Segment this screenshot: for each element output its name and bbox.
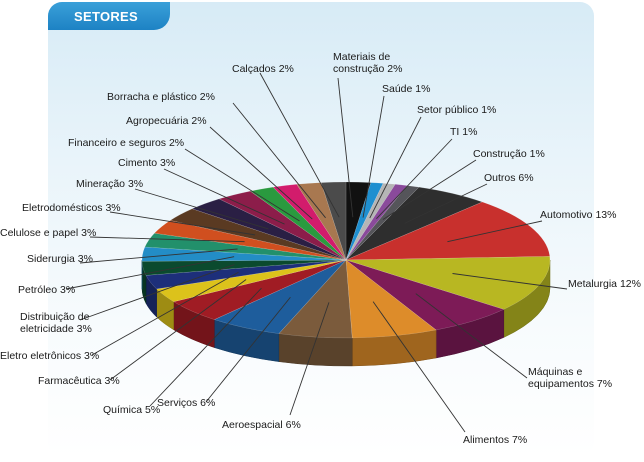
leader-line-siderurgia: [79, 248, 238, 264]
leader-line-quimica: [149, 287, 262, 407]
leader-line-mineracao: [134, 188, 269, 230]
slice-automotivo[interactable]: [345, 201, 551, 261]
leader-line-alimentos: [372, 301, 466, 433]
leader-line-financeiro-e-seguros: [184, 148, 300, 222]
slice-alimentos[interactable]: [345, 259, 437, 339]
section-tab: [48, 2, 170, 30]
label-materiais-de-construcao: Materiais de construção 2%: [333, 51, 402, 75]
leader-line-maquinas-e-equipamentos: [415, 293, 528, 379]
slice-metalurgia[interactable]: [345, 256, 551, 310]
label-petroleo: Petróleo 3%: [18, 284, 75, 296]
label-maquinas-e-equipamentos: Máquinas e equipamentos 7%: [528, 366, 612, 390]
leader-line-celulose-e-papel: [89, 236, 245, 243]
slice-celulose-e-papel[interactable]: [153, 220, 347, 261]
slice-mineracao[interactable]: [191, 198, 347, 261]
label-siderurgia: Siderurgia 3%: [27, 253, 93, 265]
label-celulose-e-papel: Celulose e papel 3%: [0, 227, 96, 239]
slice-outros[interactable]: [345, 186, 484, 261]
leader-line-petroleo: [65, 256, 235, 290]
label-financeiro-e-seguros: Financeiro e seguros 2%: [68, 137, 184, 149]
label-borracha-e-plastico: Borracha e plástico 2%: [107, 91, 215, 103]
leader-line-eletrodomesticos: [109, 211, 256, 236]
label-servicos: Serviços 6%: [157, 397, 215, 409]
slice-labels: Materiais de construção 2% Saúde 1% Setor p…: [0, 51, 641, 446]
label-metalurgia: Metalurgia 12%: [568, 278, 641, 290]
slice-materiais-de-construcao[interactable]: [345, 181, 372, 261]
slice-petroleo[interactable]: [141, 246, 347, 262]
slice-borracha-e-plastico[interactable]: [296, 182, 347, 261]
slice-agropecuaria[interactable]: [272, 184, 347, 261]
slice-maquinas-e-equipamentos[interactable]: [345, 259, 505, 331]
pie-slices: [141, 181, 551, 339]
leader-line-farmaceutica: [109, 279, 247, 381]
label-saude: Saúde 1%: [382, 83, 430, 95]
leader-line-materiais-de-construcao: [337, 77, 354, 218]
leader-line-outros: [404, 183, 488, 224]
leader-line-construcao: [382, 159, 477, 220]
leader-line-eletro-eletronicos: [91, 271, 239, 356]
label-calcados: Calçados 2%: [232, 63, 294, 75]
leader-line-distribuicao-de-eletricidade: [79, 264, 235, 321]
leader-line-saude: [362, 95, 385, 218]
label-agropecuaria: Agropecuária 2%: [126, 115, 207, 127]
slice-calcados[interactable]: [320, 181, 347, 261]
label-ti: TI 1%: [450, 126, 477, 138]
leader-line-metalurgia: [452, 273, 568, 290]
leader-line-ti: [376, 138, 453, 220]
slice-eletro-eletronicos[interactable]: [145, 259, 347, 290]
slice-setor-publico[interactable]: [345, 183, 396, 261]
leader-line-cimento: [163, 168, 285, 225]
label-alimentos: Alimentos 7%: [463, 434, 527, 446]
label-setor-publico: Setor público 1%: [417, 104, 496, 116]
label-aeroespacial: Aeroespacial 6%: [222, 419, 301, 431]
section-title: SETORES: [74, 9, 138, 24]
side-aeroespacial: [278, 333, 353, 367]
leader-line-borracha-e-plastico: [232, 102, 326, 219]
label-quimica: Química 5%: [103, 404, 160, 416]
slice-eletrodomesticos[interactable]: [169, 208, 347, 261]
leader-line-calcados: [259, 72, 340, 218]
leader-line-automotivo: [447, 220, 543, 243]
slice-servicos[interactable]: [213, 259, 347, 334]
label-cimento: Cimento 3%: [118, 157, 175, 169]
leader-line-servicos: [205, 296, 291, 403]
leader-line-setor-publico: [369, 116, 422, 219]
slice-distribuicao-de-eletricidade[interactable]: [141, 259, 347, 276]
label-eletrodomesticos: Eletrodomésticos 3%: [22, 202, 121, 214]
label-automotivo: Automotivo 13%: [540, 209, 616, 221]
label-eletro-eletronicos: Eletro eletrônicos 3%: [0, 350, 99, 362]
leader-line-aeroespacial: [289, 302, 330, 416]
slice-saude[interactable]: [345, 182, 384, 261]
label-farmaceutica: Farmacêutica 3%: [38, 375, 120, 387]
slice-aeroespacial[interactable]: [278, 259, 353, 339]
label-outros: Outros 6%: [484, 172, 534, 184]
label-distribuicao-de-eletricidade: Distribuição de eletricidade 3%: [20, 311, 92, 335]
label-construcao: Construção 1%: [473, 148, 545, 160]
label-mineracao: Mineração 3%: [76, 178, 143, 190]
leader-line-agropecuaria: [209, 126, 313, 220]
